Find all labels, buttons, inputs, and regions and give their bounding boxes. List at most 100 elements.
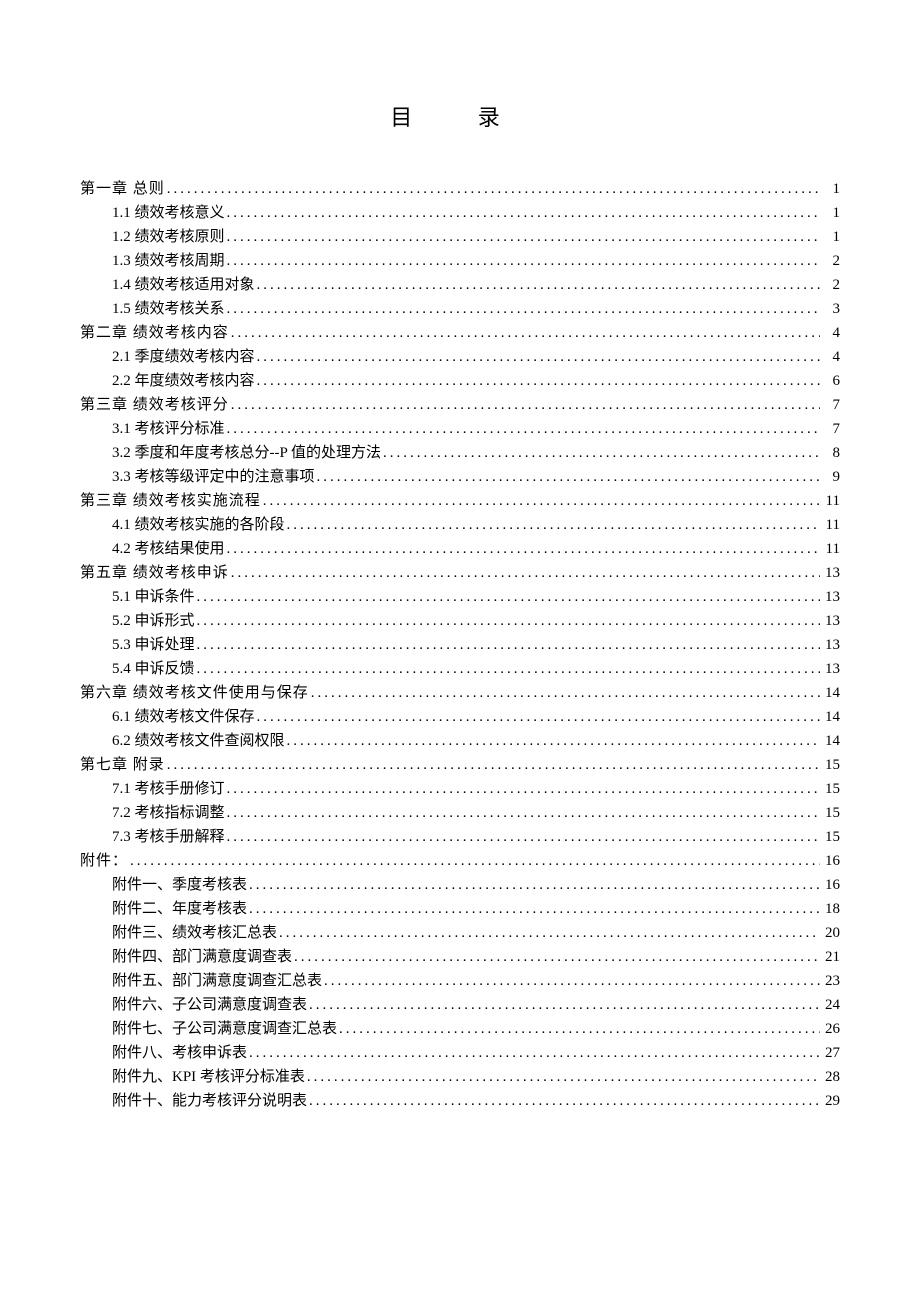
toc-leader-dots [229,393,820,417]
toc-entry-page: 13 [820,561,840,585]
toc-entry-label: 2.1 季度绩效考核内容 [112,345,255,369]
toc-entry-page: 1 [820,225,840,249]
toc-entry-page: 3 [820,297,840,321]
toc-leader-dots [225,537,820,561]
toc-entry-label: 5.3 申诉处理 [112,633,195,657]
toc-entry-label: 7.3 考核手册解释 [112,825,225,849]
toc-entry: 第二章 绩效考核内容 4 [80,321,840,345]
toc-entry-label: 附件七、子公司满意度调查汇总表 [112,1017,337,1041]
toc-entry-label: 7.2 考核指标调整 [112,801,225,825]
toc-leader-dots [285,729,820,753]
toc-leader-dots [225,801,820,825]
toc-entry-page: 1 [820,177,840,201]
toc-entry-label: 附件三、绩效考核汇总表 [112,921,277,945]
toc-entry-label: 附件二、年度考核表 [112,897,247,921]
toc-entry-page: 4 [820,345,840,369]
toc-entry-label: 第五章 绩效考核申诉 [80,561,229,585]
toc-entry-page: 9 [820,465,840,489]
toc-entry-label: 5.2 申诉形式 [112,609,195,633]
toc-entry-page: 15 [820,777,840,801]
toc-entry-label: 3.3 考核等级评定中的注意事项 [112,465,315,489]
toc-entry: 2.1 季度绩效考核内容 4 [80,345,840,369]
toc-entry-label: 1.2 绩效考核原则 [112,225,225,249]
toc-leader-dots [277,921,820,945]
toc-entry-page: 7 [820,417,840,441]
toc-entry-label: 1.5 绩效考核关系 [112,297,225,321]
toc-leader-dots [381,441,820,465]
toc-leader-dots [307,1089,820,1113]
toc-entry-label: 附件九、KPI 考核评分标准表 [112,1065,305,1089]
toc-leader-dots [195,657,820,681]
toc-entry: 附件六、子公司满意度调查表24 [80,993,840,1017]
toc-entry-page: 8 [820,441,840,465]
toc-entry-page: 21 [820,945,840,969]
toc-entry-page: 4 [820,321,840,345]
toc-leader-dots [285,513,820,537]
toc-entry: 7.1 考核手册修订 15 [80,777,840,801]
toc-entry-label: 第二章 绩效考核内容 [80,321,229,345]
toc-entry: 3.2 季度和年度考核总分--P 值的处理方法 8 [80,441,840,465]
toc-entry-label: 5.1 申诉条件 [112,585,195,609]
toc-entry-label: 7.1 考核手册修订 [112,777,225,801]
toc-leader-dots [247,873,820,897]
toc-entry-label: 4.1 绩效考核实施的各阶段 [112,513,285,537]
toc-entry: 第六章 绩效考核文件使用与保存14 [80,681,840,705]
toc-entry: 3.3 考核等级评定中的注意事项 9 [80,465,840,489]
toc-leader-dots [225,777,820,801]
toc-entry-page: 15 [820,801,840,825]
toc-entry: 附件二、年度考核表 18 [80,897,840,921]
toc-leader-dots [128,849,820,873]
toc-leader-dots [225,201,820,225]
toc-entry-page: 16 [820,873,840,897]
toc-leader-dots [255,345,820,369]
toc-entry-page: 18 [820,897,840,921]
toc-entry-page: 14 [820,681,840,705]
toc-leader-dots [255,273,820,297]
toc-entry: 2.2 年度绩效考核内容6 [80,369,840,393]
toc-entry-label: 3.1 考核评分标准 [112,417,225,441]
toc-leader-dots [292,945,820,969]
toc-entry: 7.2 考核指标调整 15 [80,801,840,825]
toc-entry-label: 附件四、部门满意度调查表 [112,945,292,969]
toc-entry-page: 15 [820,825,840,849]
toc-entry-label: 附件： [80,849,128,873]
toc-entry-label: 1.3 绩效考核周期 [112,249,225,273]
toc-entry-page: 24 [820,993,840,1017]
toc-entry-page: 2 [820,249,840,273]
toc-leader-dots [195,585,820,609]
toc-entry: 附件十、能力考核评分说明表29 [80,1089,840,1113]
toc-entry-page: 23 [820,969,840,993]
toc-entry-page: 11 [820,489,840,513]
toc-entry-page: 27 [820,1041,840,1065]
toc-entry-page: 28 [820,1065,840,1089]
toc-entry-page: 13 [820,633,840,657]
toc-entry-page: 6 [820,369,840,393]
toc-leader-dots [165,753,820,777]
toc-entry-page: 11 [820,513,840,537]
toc-entry: 附件三、绩效考核汇总表20 [80,921,840,945]
toc-entry-page: 2 [820,273,840,297]
toc-entry-label: 1.4 绩效考核适用对象 [112,273,255,297]
toc-entry: 5.2 申诉形式13 [80,609,840,633]
toc-entry: 1.1 绩效考核意义1 [80,201,840,225]
toc-entry: 7.3 考核手册解释 15 [80,825,840,849]
toc-leader-dots [247,897,820,921]
toc-entry-label: 附件五、部门满意度调查汇总表 [112,969,322,993]
toc-entry-label: 第七章 附录 [80,753,165,777]
toc-entry: 附件五、部门满意度调查汇总表 23 [80,969,840,993]
toc-entry: 6.2 绩效考核文件查阅权限14 [80,729,840,753]
toc-entry-page: 13 [820,657,840,681]
toc-leader-dots [225,297,820,321]
toc-leader-dots [229,321,820,345]
toc-leader-dots [195,609,820,633]
toc-leader-dots [247,1041,820,1065]
toc-leader-dots [315,465,820,489]
toc-entry-page: 11 [820,537,840,561]
toc-leader-dots [255,369,820,393]
toc-entry: 5.1 申诉条件 13 [80,585,840,609]
toc-entry-page: 13 [820,585,840,609]
toc-entry-page: 14 [820,705,840,729]
toc-entry-label: 3.2 季度和年度考核总分--P 值的处理方法 [112,441,381,465]
toc-entry-label: 6.1 绩效考核文件保存 [112,705,255,729]
toc-entry: 第五章 绩效考核申诉 13 [80,561,840,585]
